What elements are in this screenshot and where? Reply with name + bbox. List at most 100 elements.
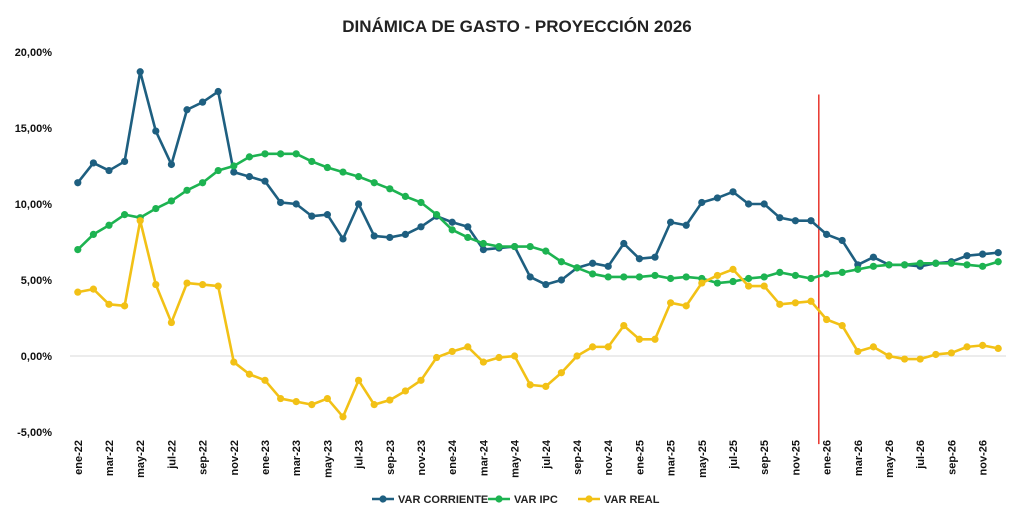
data-point-var-ipc: [713, 279, 722, 287]
x-tick-label: jul-23: [354, 440, 366, 470]
data-point-var-ipc: [292, 150, 300, 158]
data-point-var-real: [791, 299, 800, 307]
data-point-var-corriente: [979, 250, 987, 258]
data-point-var-corriente: [448, 218, 456, 226]
data-point-var-ipc: [495, 242, 503, 251]
x-tick-label: mar-24: [478, 439, 490, 476]
data-point-var-real: [760, 282, 768, 290]
data-point-var-corriente: [355, 200, 363, 208]
series-var-corriente: [74, 68, 1002, 289]
data-point-var-real: [510, 352, 519, 360]
data-point-var-real: [401, 387, 409, 395]
x-tick-label: nov-23: [416, 440, 428, 475]
data-point-var-corriente: [261, 177, 269, 185]
data-point-var-ipc: [776, 268, 784, 276]
data-point-var-ipc: [510, 242, 519, 251]
data-point-var-corriente: [74, 179, 82, 187]
data-point-var-corriente: [136, 68, 144, 76]
data-point-var-real: [230, 358, 238, 366]
data-point-var-ipc: [448, 226, 456, 234]
data-point-var-corriente: [963, 252, 971, 260]
x-tick-label: mar-25: [666, 440, 678, 476]
data-point-var-corriente: [667, 218, 675, 226]
data-point-var-ipc: [994, 258, 1002, 266]
x-tick-label: ene-24: [447, 439, 459, 475]
data-point-var-ipc: [277, 150, 285, 158]
data-point-var-ipc: [433, 211, 441, 219]
data-point-var-real: [729, 265, 737, 273]
data-point-var-corriente: [183, 106, 191, 114]
legend-swatch-marker: [585, 495, 593, 503]
data-point-var-real: [479, 358, 487, 366]
data-point-var-real: [667, 299, 675, 307]
data-point-var-real: [604, 343, 612, 351]
data-point-var-corriente: [526, 273, 534, 281]
data-point-var-corriente: [292, 200, 300, 208]
data-point-var-ipc: [89, 230, 97, 238]
data-point-var-real: [963, 343, 971, 351]
data-point-var-real: [573, 352, 581, 360]
data-point-var-real: [807, 297, 815, 305]
data-point-var-ipc: [604, 273, 612, 281]
data-point-var-ipc: [339, 168, 347, 176]
data-point-var-real: [261, 376, 269, 384]
y-tick-label: 15,00%: [15, 123, 53, 135]
data-point-var-ipc: [901, 261, 909, 269]
data-point-var-real: [152, 280, 160, 289]
data-point-var-ipc: [916, 259, 924, 267]
data-point-var-ipc: [620, 273, 628, 281]
data-point-var-corriente: [401, 230, 409, 238]
data-point-var-real: [823, 315, 831, 324]
data-point-var-corriente: [479, 246, 487, 254]
series-var-ipc: [74, 150, 1002, 287]
data-point-var-real: [355, 376, 363, 384]
data-point-var-real: [277, 394, 285, 403]
data-point-var-real: [74, 288, 82, 296]
data-point-var-ipc: [807, 274, 815, 283]
data-point-var-corriente: [199, 98, 207, 106]
x-tick-label: mar-23: [291, 440, 303, 476]
data-point-var-corriente: [620, 239, 628, 248]
data-point-var-ipc: [573, 264, 581, 272]
data-point-var-real: [745, 282, 753, 290]
x-tick-label: may-26: [884, 440, 896, 478]
data-point-var-corriente: [745, 200, 753, 208]
data-point-var-ipc: [479, 239, 487, 248]
data-point-var-real: [199, 280, 207, 289]
data-point-var-corriente: [776, 214, 784, 222]
data-point-var-ipc: [167, 197, 175, 205]
data-point-var-real: [245, 370, 253, 378]
series-var-real: [74, 217, 1002, 421]
x-tick-label: ene-25: [634, 440, 646, 475]
data-point-var-real: [464, 343, 472, 351]
data-point-var-real: [682, 302, 690, 310]
data-point-var-corriente: [635, 255, 644, 263]
data-point-var-ipc: [869, 262, 878, 270]
x-tick-label: ene-22: [73, 440, 85, 475]
data-point-var-ipc: [932, 259, 940, 267]
x-tick-label: mar-26: [853, 440, 865, 476]
data-point-var-ipc: [760, 273, 768, 281]
data-point-var-real: [713, 271, 722, 280]
data-point-var-corriente: [167, 160, 175, 169]
data-point-var-ipc: [74, 246, 82, 254]
data-point-var-real: [386, 396, 394, 404]
data-point-var-ipc: [557, 258, 566, 266]
x-tick-label: jul-22: [166, 440, 178, 470]
data-point-var-corriente: [651, 253, 659, 261]
data-point-var-ipc: [963, 261, 971, 269]
data-point-var-ipc: [979, 262, 987, 270]
x-tick-label: may-23: [322, 440, 334, 478]
data-point-var-ipc: [105, 221, 113, 229]
data-point-var-ipc: [230, 162, 238, 170]
data-point-var-ipc: [401, 192, 409, 200]
data-point-var-corriente: [105, 166, 113, 175]
series-line-var-corriente: [76, 70, 999, 286]
x-tick-label: may-25: [697, 440, 709, 478]
data-point-var-ipc: [308, 157, 316, 166]
data-point-var-ipc: [261, 150, 269, 158]
data-point-var-real: [620, 322, 628, 330]
data-point-var-corriente: [464, 223, 472, 231]
data-point-var-real: [214, 282, 222, 290]
